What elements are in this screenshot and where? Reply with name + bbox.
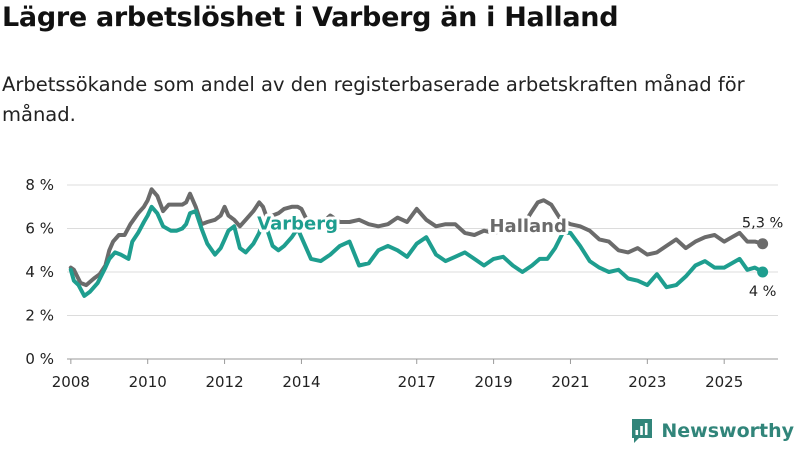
x-tick-label: 2014 (282, 373, 320, 391)
brand-logo-group: Newsworthy (630, 418, 794, 444)
series-name-label-halland: Halland (489, 216, 566, 237)
y-tick-label: 6 % (25, 220, 54, 238)
end-value-label-halland: 5,3 % (742, 216, 783, 232)
series-name-label-varberg: Varberg (257, 214, 338, 235)
x-tick-label: 2008 (52, 373, 90, 391)
y-tick-label: 0 % (25, 350, 54, 368)
series-name-halo-varberg: Varberg (257, 214, 338, 235)
series-name-halo-halland: Halland (489, 216, 566, 237)
y-tick-label: 8 % (25, 176, 54, 194)
x-tick-label: 2012 (205, 373, 243, 391)
x-tick-label: 2021 (551, 373, 589, 391)
series-line-varberg (68, 204, 765, 298)
series-layer (68, 187, 769, 298)
x-tick-label: 2025 (705, 373, 743, 391)
x-tick-label: 2023 (628, 373, 666, 391)
page-subtitle: Arbetssökande som andel av den registerb… (2, 73, 745, 126)
series-end-point-halland (757, 238, 769, 250)
newsworthy-logo-icon (632, 419, 653, 443)
x-tick-label: 2017 (398, 373, 436, 391)
page-title: Lägre arbetslöshet i Varberg än i Hallan… (2, 2, 619, 33)
y-tick-label: 2 % (25, 307, 54, 325)
axis-layer: 0 % 2 % 4 % 6 % 8 % 2008 2010 2012 2014 2017 2019 2… (25, 176, 743, 391)
y-tick-label: 4 % (25, 263, 54, 281)
series-line-halland (68, 187, 765, 288)
series-end-point-varberg (757, 266, 769, 278)
brand-name: Newsworthy (661, 420, 794, 442)
grid-layer (67, 184, 778, 360)
x-tick-label: 2019 (475, 373, 513, 391)
x-tick-label: 2010 (129, 373, 167, 391)
end-value-label-varberg: 4 % (749, 284, 777, 300)
